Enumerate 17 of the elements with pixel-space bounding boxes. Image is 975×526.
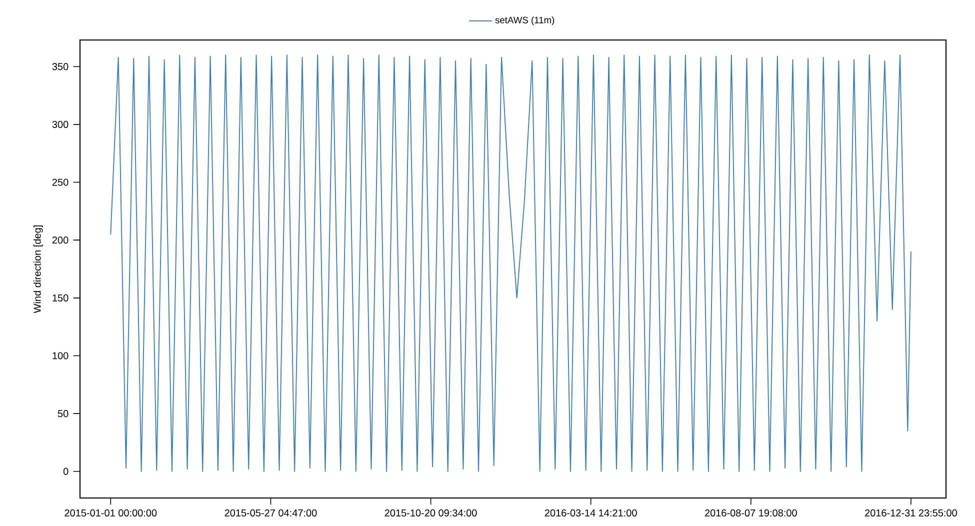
- x-tick-label: 2016-03-14 14:21:00: [544, 509, 637, 516]
- x-tick-label: 2015-01-01 00:00:00: [64, 509, 157, 516]
- x-tick-label: 2016-12-31 23:55:00: [865, 509, 957, 516]
- y-tick-label: 0: [63, 468, 68, 475]
- legend-label: setAWS (11m): [495, 16, 554, 26]
- y-tick-label: 300: [52, 120, 68, 128]
- y-tick-label: 100: [52, 352, 68, 360]
- x-tick-label: 2015-10-20 09:34:00: [384, 509, 477, 516]
- y-tick-label: 150: [52, 294, 68, 302]
- y-tick-label: 200: [52, 236, 68, 244]
- y-axis-title: Wind direction [deg]: [33, 226, 43, 314]
- x-tick-label: 2015-05-27 04:47:00: [224, 509, 317, 516]
- x-tick-label: 2016-08-07 19:08:00: [704, 509, 797, 516]
- line-series: [110, 54, 912, 472]
- y-tick-label: 350: [52, 63, 68, 70]
- y-tick-label: 50: [58, 410, 68, 418]
- y-tick-label: 250: [52, 178, 68, 186]
